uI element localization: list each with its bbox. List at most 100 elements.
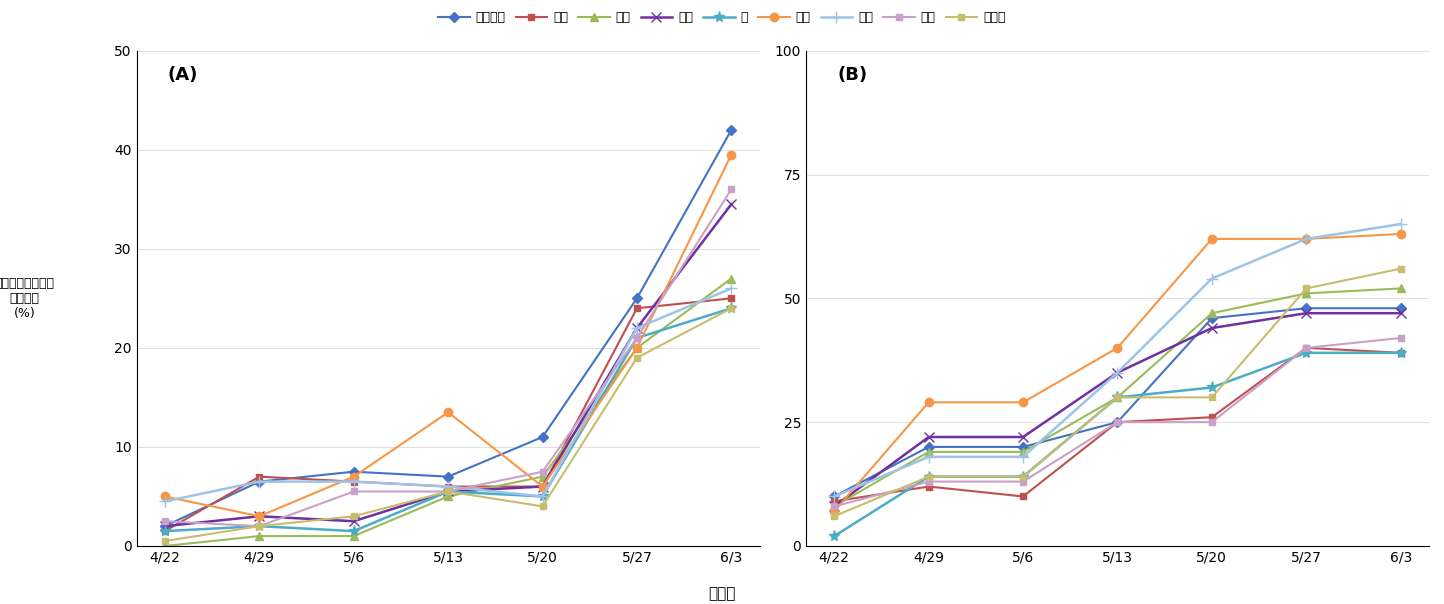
- 적겨자: [1203, 394, 1220, 401]
- 네마장황: [1203, 315, 1220, 322]
- 콩: [628, 335, 645, 342]
- 녹두: [439, 483, 456, 490]
- 대파: [826, 503, 843, 510]
- 참깨: [156, 522, 173, 530]
- Line: 호박: 호박: [160, 150, 735, 521]
- Line: 네마장황: 네마장황: [162, 126, 735, 530]
- 휴경: [1109, 369, 1126, 376]
- 참깨: [826, 503, 843, 510]
- 적겨자: [1014, 473, 1031, 480]
- 휴경: [439, 483, 456, 490]
- 콩: [439, 488, 456, 495]
- 적겨자: [1109, 394, 1126, 401]
- 참깨: [534, 483, 552, 490]
- Line: 콩: 콩: [829, 347, 1406, 542]
- Line: 적겨자: 적겨자: [162, 305, 735, 544]
- 콩: [722, 304, 739, 312]
- 대파: [628, 344, 645, 352]
- 녹두: [1109, 419, 1126, 426]
- 네마장황: [1298, 304, 1315, 312]
- 들깨: [534, 468, 552, 475]
- 적겨자: [345, 513, 362, 520]
- 참깨: [1014, 434, 1031, 441]
- 호박: [628, 344, 645, 352]
- 들깨: [1014, 478, 1031, 485]
- 참깨: [722, 201, 739, 208]
- 휴경: [251, 478, 269, 485]
- 대파: [439, 493, 456, 500]
- 녹두: [1203, 414, 1220, 421]
- 네마장황: [1014, 443, 1031, 451]
- 적겨자: [439, 488, 456, 495]
- 적겨자: [251, 522, 269, 530]
- 녹두: [534, 483, 552, 490]
- 들깨: [1392, 335, 1409, 342]
- 네마장황: [439, 473, 456, 480]
- 네마장황: [1392, 304, 1409, 312]
- Text: (B): (B): [838, 66, 868, 83]
- Line: 대파: 대파: [160, 274, 735, 550]
- 호박: [156, 493, 173, 500]
- 적겨자: [826, 513, 843, 520]
- 호박: [826, 508, 843, 515]
- 휴경: [628, 324, 645, 332]
- 녹두: [628, 304, 645, 312]
- 호박: [534, 483, 552, 490]
- Text: 조사일: 조사일: [709, 586, 735, 601]
- 호박: [439, 409, 456, 416]
- 휴경: [1014, 453, 1031, 460]
- 들깨: [439, 488, 456, 495]
- 네마장황: [345, 468, 362, 475]
- 참깨: [1298, 310, 1315, 317]
- 호박: [722, 151, 739, 158]
- 녹두: [1014, 493, 1031, 500]
- 네마장황: [534, 434, 552, 441]
- Line: 휴경: 휴경: [159, 283, 736, 507]
- 호박: [1392, 230, 1409, 237]
- Y-axis label: 애무기썩음균핵병
발병주율
(%): 애무기썩음균핵병 발병주율 (%): [0, 277, 55, 320]
- Line: 참깨: 참깨: [829, 308, 1405, 511]
- 녹두: [826, 498, 843, 505]
- Line: 들깨: 들깨: [162, 186, 735, 530]
- 대파: [251, 533, 269, 540]
- 들깨: [826, 503, 843, 510]
- Line: 네마장황: 네마장황: [830, 305, 1404, 500]
- 참깨: [1203, 324, 1220, 332]
- Legend: 네마장황, 녹두, 대파, 참깨, 콩, 호박, 휴경, 들깨, 적겨자: 네마장황, 녹두, 대파, 참깨, 콩, 호박, 휴경, 들깨, 적겨자: [433, 6, 1011, 29]
- 적겨자: [1392, 265, 1409, 272]
- Line: 녹두: 녹두: [830, 344, 1404, 505]
- Line: 참깨: 참깨: [160, 199, 736, 531]
- 들깨: [1298, 344, 1315, 352]
- 녹두: [722, 295, 739, 302]
- 네마장황: [920, 443, 937, 451]
- 대파: [156, 542, 173, 550]
- 들깨: [156, 518, 173, 525]
- 들깨: [722, 186, 739, 193]
- 호박: [920, 399, 937, 406]
- Line: 녹두: 녹두: [162, 295, 735, 535]
- 호박: [251, 513, 269, 520]
- Line: 적겨자: 적겨자: [830, 265, 1404, 519]
- 참깨: [1109, 369, 1126, 376]
- Line: 들깨: 들깨: [830, 335, 1404, 510]
- 호박: [345, 473, 362, 480]
- 휴경: [1298, 236, 1315, 243]
- 콩: [826, 533, 843, 540]
- 적겨자: [628, 354, 645, 361]
- 녹두: [920, 483, 937, 490]
- Line: 콩: 콩: [159, 303, 736, 537]
- 호박: [1203, 236, 1220, 243]
- 네마장황: [156, 522, 173, 530]
- 들깨: [251, 522, 269, 530]
- 휴경: [534, 493, 552, 500]
- 적겨자: [534, 503, 552, 510]
- 녹두: [1392, 349, 1409, 356]
- 네마장황: [1109, 419, 1126, 426]
- 들깨: [920, 478, 937, 485]
- 대파: [1298, 290, 1315, 297]
- 참깨: [1392, 310, 1409, 317]
- 호박: [1298, 236, 1315, 243]
- 들깨: [1109, 419, 1126, 426]
- 콩: [534, 493, 552, 500]
- 네마장황: [628, 295, 645, 302]
